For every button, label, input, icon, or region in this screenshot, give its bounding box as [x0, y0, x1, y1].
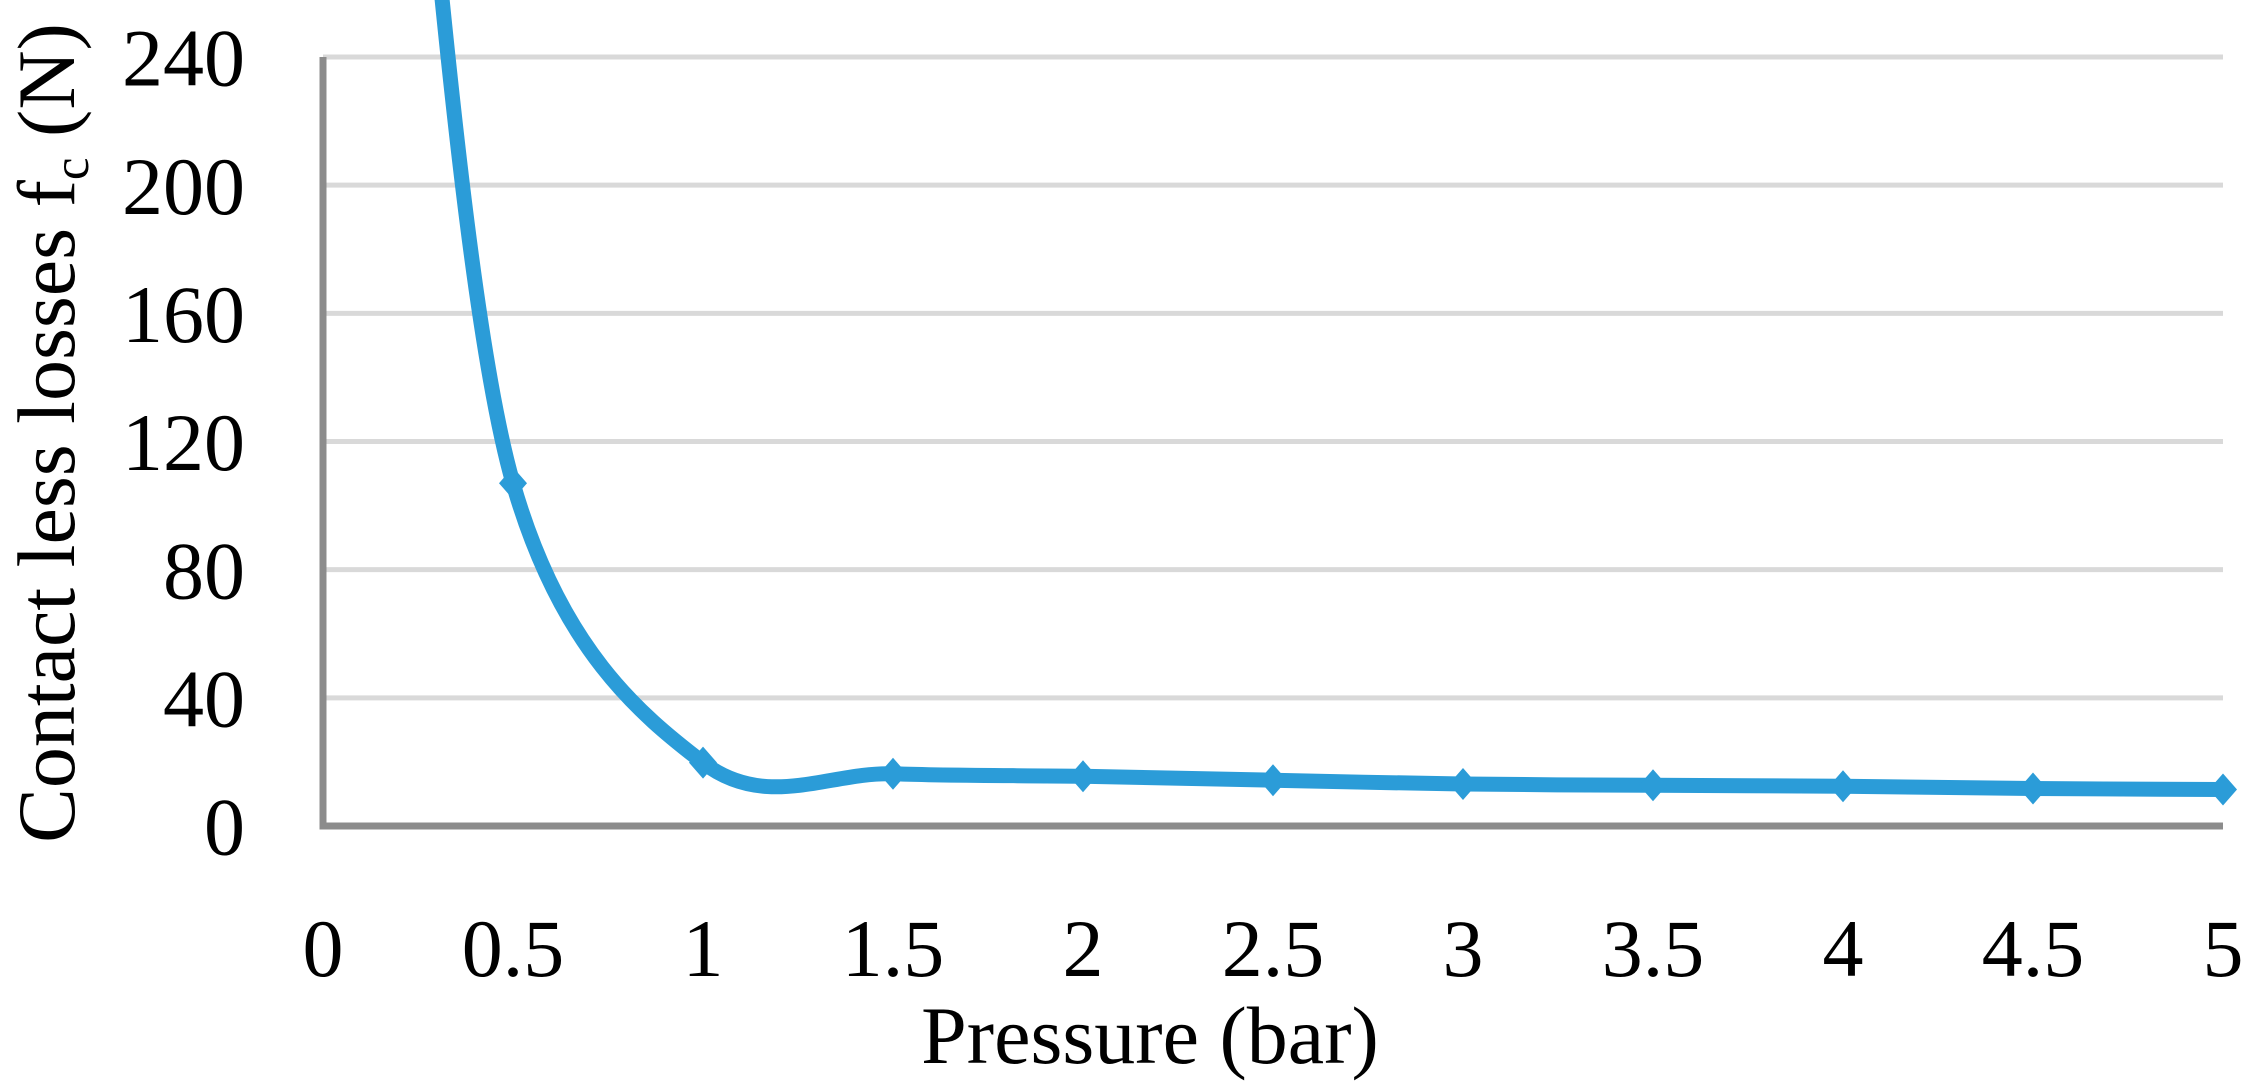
axes [319, 57, 2223, 830]
marker-diamond-x-1.5 [879, 757, 907, 790]
x-tick-label-1.5: 1.5 [842, 903, 945, 994]
x-tick-labels: 0 0.5 1 1.5 2 2.5 3 3.5 4 4.5 5 [303, 903, 2244, 994]
y-tick-label-120: 120 [122, 397, 245, 488]
marker-diamond-x-5 [2209, 773, 2237, 806]
series-markers [499, 467, 2237, 806]
x-tick-label-4: 4 [1823, 903, 1864, 994]
marker-diamond-x-2 [1069, 760, 1097, 793]
x-tick-label-1: 1 [683, 903, 724, 994]
x-tick-label-5: 5 [2203, 903, 2244, 994]
marker-diamond-x-2.5 [1259, 764, 1287, 797]
marker-diamond-x-0.5 [499, 467, 527, 500]
marker-diamond-x-4.5 [2019, 772, 2047, 805]
marker-diamond-x-3 [1449, 768, 1477, 800]
series-line [434, 0, 2231, 797]
marker-diamond-x-1 [689, 746, 717, 779]
x-tick-label-2.5: 2.5 [1222, 903, 1325, 994]
marker-diamond-x-3.5 [1639, 769, 1667, 802]
y-tick-label-0: 0 [204, 782, 245, 873]
x-tick-label-0.5: 0.5 [462, 903, 565, 994]
y-tick-label-200: 200 [122, 141, 245, 232]
gridlines [323, 54, 2223, 701]
x-tick-label-3.5: 3.5 [1602, 903, 1705, 994]
y-tick-label-40: 40 [163, 654, 245, 745]
y-tick-labels: 0 40 80 120 160 200 240 [122, 13, 245, 873]
y-tick-label-80: 80 [163, 525, 245, 616]
x-tick-label-4.5: 4.5 [1982, 903, 2085, 994]
x-tick-label-0: 0 [303, 903, 344, 994]
x-axis-title: Pressure (bar) [921, 990, 1379, 1081]
x-tick-label-3: 3 [1443, 903, 1484, 994]
y-tick-label-160: 160 [122, 269, 245, 360]
y-axis-title: Contact less losses fc (N) [1, 23, 100, 843]
marker-diamond-x-4 [1829, 770, 1857, 803]
x-tick-label-2: 2 [1063, 903, 1104, 994]
y-tick-label-240: 240 [122, 13, 245, 104]
